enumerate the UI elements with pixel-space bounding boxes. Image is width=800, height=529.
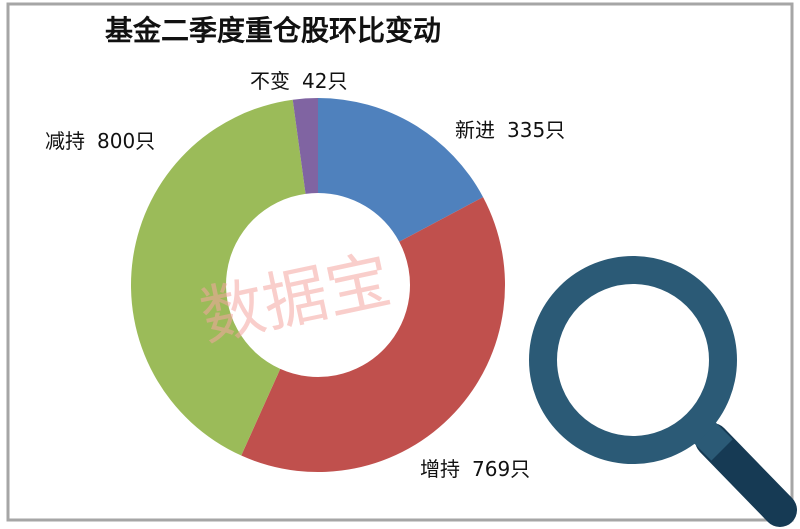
donut-slice [241, 197, 505, 472]
slice-value: 335只 [507, 118, 565, 142]
slice-value: 800只 [97, 129, 155, 153]
chart-title: 基金二季度重仓股环比变动 [105, 14, 441, 47]
magnifier-handle [695, 423, 797, 527]
slice-label: 减持 800只 [45, 129, 155, 153]
slice-label: 增持 769只 [420, 457, 530, 481]
donut-slice [318, 98, 484, 242]
magnifier-lens [529, 256, 737, 464]
slice-label: 不变 42只 [250, 69, 347, 93]
slice-value: 42只 [302, 69, 347, 93]
slice-category: 新进 [455, 118, 495, 142]
slice-label: 新进 335只 [455, 118, 565, 142]
slice-category: 增持 [420, 457, 460, 481]
donut [130, 98, 505, 472]
magnifier [529, 256, 797, 527]
slice-category: 不变 [250, 69, 290, 93]
donut-slice [292, 98, 318, 194]
donut-slice [130, 99, 306, 456]
slice-value: 769只 [472, 457, 530, 481]
slice-category: 减持 [45, 129, 85, 153]
